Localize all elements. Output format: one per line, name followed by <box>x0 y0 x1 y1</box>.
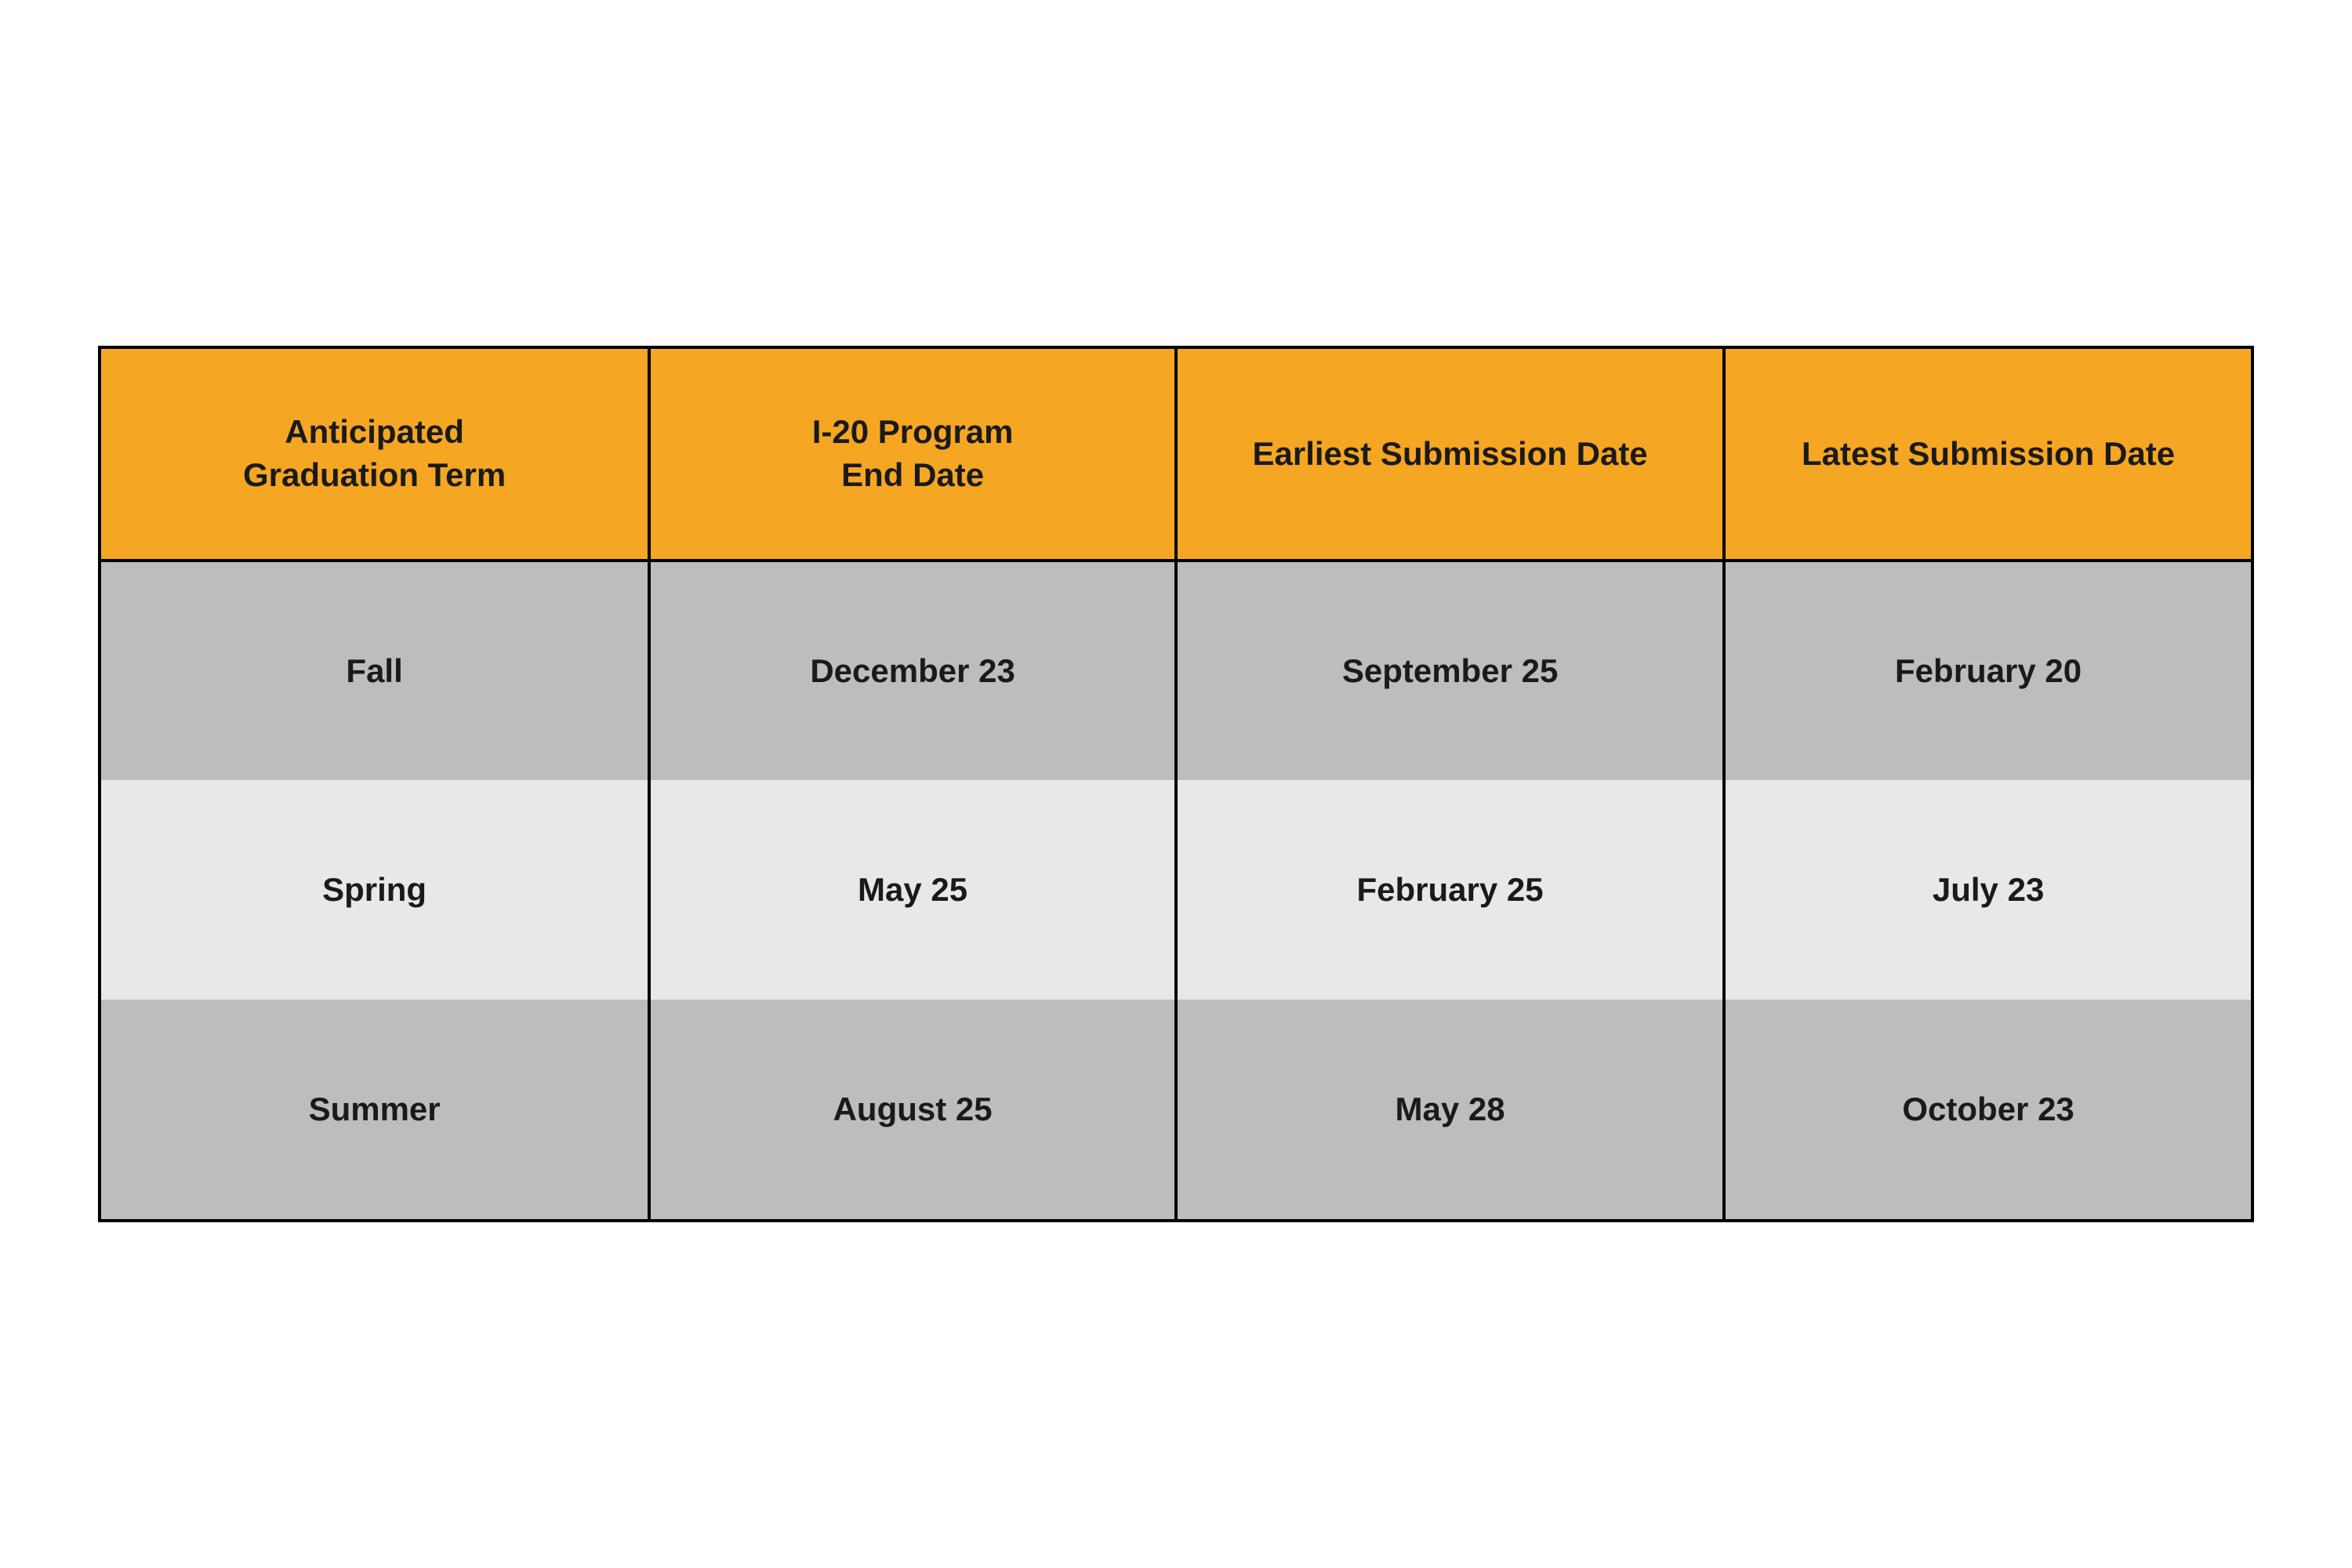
header-text-line1: I-20 Program <box>812 413 1014 450</box>
cell-earliest: May 28 <box>1176 1000 1724 1219</box>
header-text-line2: Graduation Term <box>243 456 506 493</box>
header-text-line2: End Date <box>841 456 984 493</box>
table-row: Summer August 25 May 28 October 23 <box>101 1000 2251 1219</box>
cell-term: Spring <box>101 780 649 1000</box>
cell-term: Summer <box>101 1000 649 1219</box>
cell-earliest: February 25 <box>1176 780 1724 1000</box>
cell-latest: October 23 <box>1724 1000 2251 1219</box>
column-header-latest-submission: Latest Submission Date <box>1724 349 2251 561</box>
cell-end-date: December 23 <box>649 561 1176 780</box>
header-text: Latest Submission Date <box>1802 435 2175 472</box>
column-header-earliest-submission: Earliest Submission Date <box>1176 349 1724 561</box>
cell-latest: July 23 <box>1724 780 2251 1000</box>
table-row: Fall December 23 September 25 February 2… <box>101 561 2251 780</box>
column-header-end-date: I-20 Program End Date <box>649 349 1176 561</box>
cell-end-date: May 25 <box>649 780 1176 1000</box>
submission-dates-table: Anticipated Graduation Term I-20 Program… <box>101 349 2251 1219</box>
header-text-line1: Anticipated <box>285 413 464 450</box>
header-text: Earliest Submission Date <box>1253 435 1648 472</box>
cell-earliest: September 25 <box>1176 561 1724 780</box>
column-header-graduation-term: Anticipated Graduation Term <box>101 349 649 561</box>
cell-end-date: August 25 <box>649 1000 1176 1219</box>
table-header-row: Anticipated Graduation Term I-20 Program… <box>101 349 2251 561</box>
table-row: Spring May 25 February 25 July 23 <box>101 780 2251 1000</box>
submission-dates-table-container: Anticipated Graduation Term I-20 Program… <box>98 346 2254 1222</box>
cell-latest: February 20 <box>1724 561 2251 780</box>
cell-term: Fall <box>101 561 649 780</box>
